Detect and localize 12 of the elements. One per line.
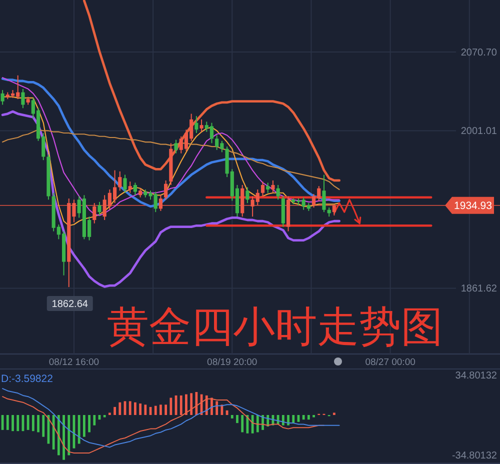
y-tick-label: 2001.01	[460, 126, 498, 138]
annotation: D:-3.59822	[1, 373, 54, 385]
y-tick-label: -34.80132	[452, 450, 498, 462]
x-tick-label: 08/19 20:00	[207, 357, 258, 368]
annotation: 1862.64	[52, 299, 88, 310]
ref-line-label: 1934.93	[454, 200, 492, 212]
y-tick-label: 2070.70	[460, 47, 498, 58]
x-tick-label: 08/27 00:00	[365, 357, 416, 368]
y-tick-label: 1861.62	[460, 284, 498, 295]
text: 黄金四小时走势图	[107, 302, 443, 351]
y-tick-label: 34.80132	[455, 370, 498, 382]
x-tick-label: 08/12 16:00	[48, 357, 100, 368]
